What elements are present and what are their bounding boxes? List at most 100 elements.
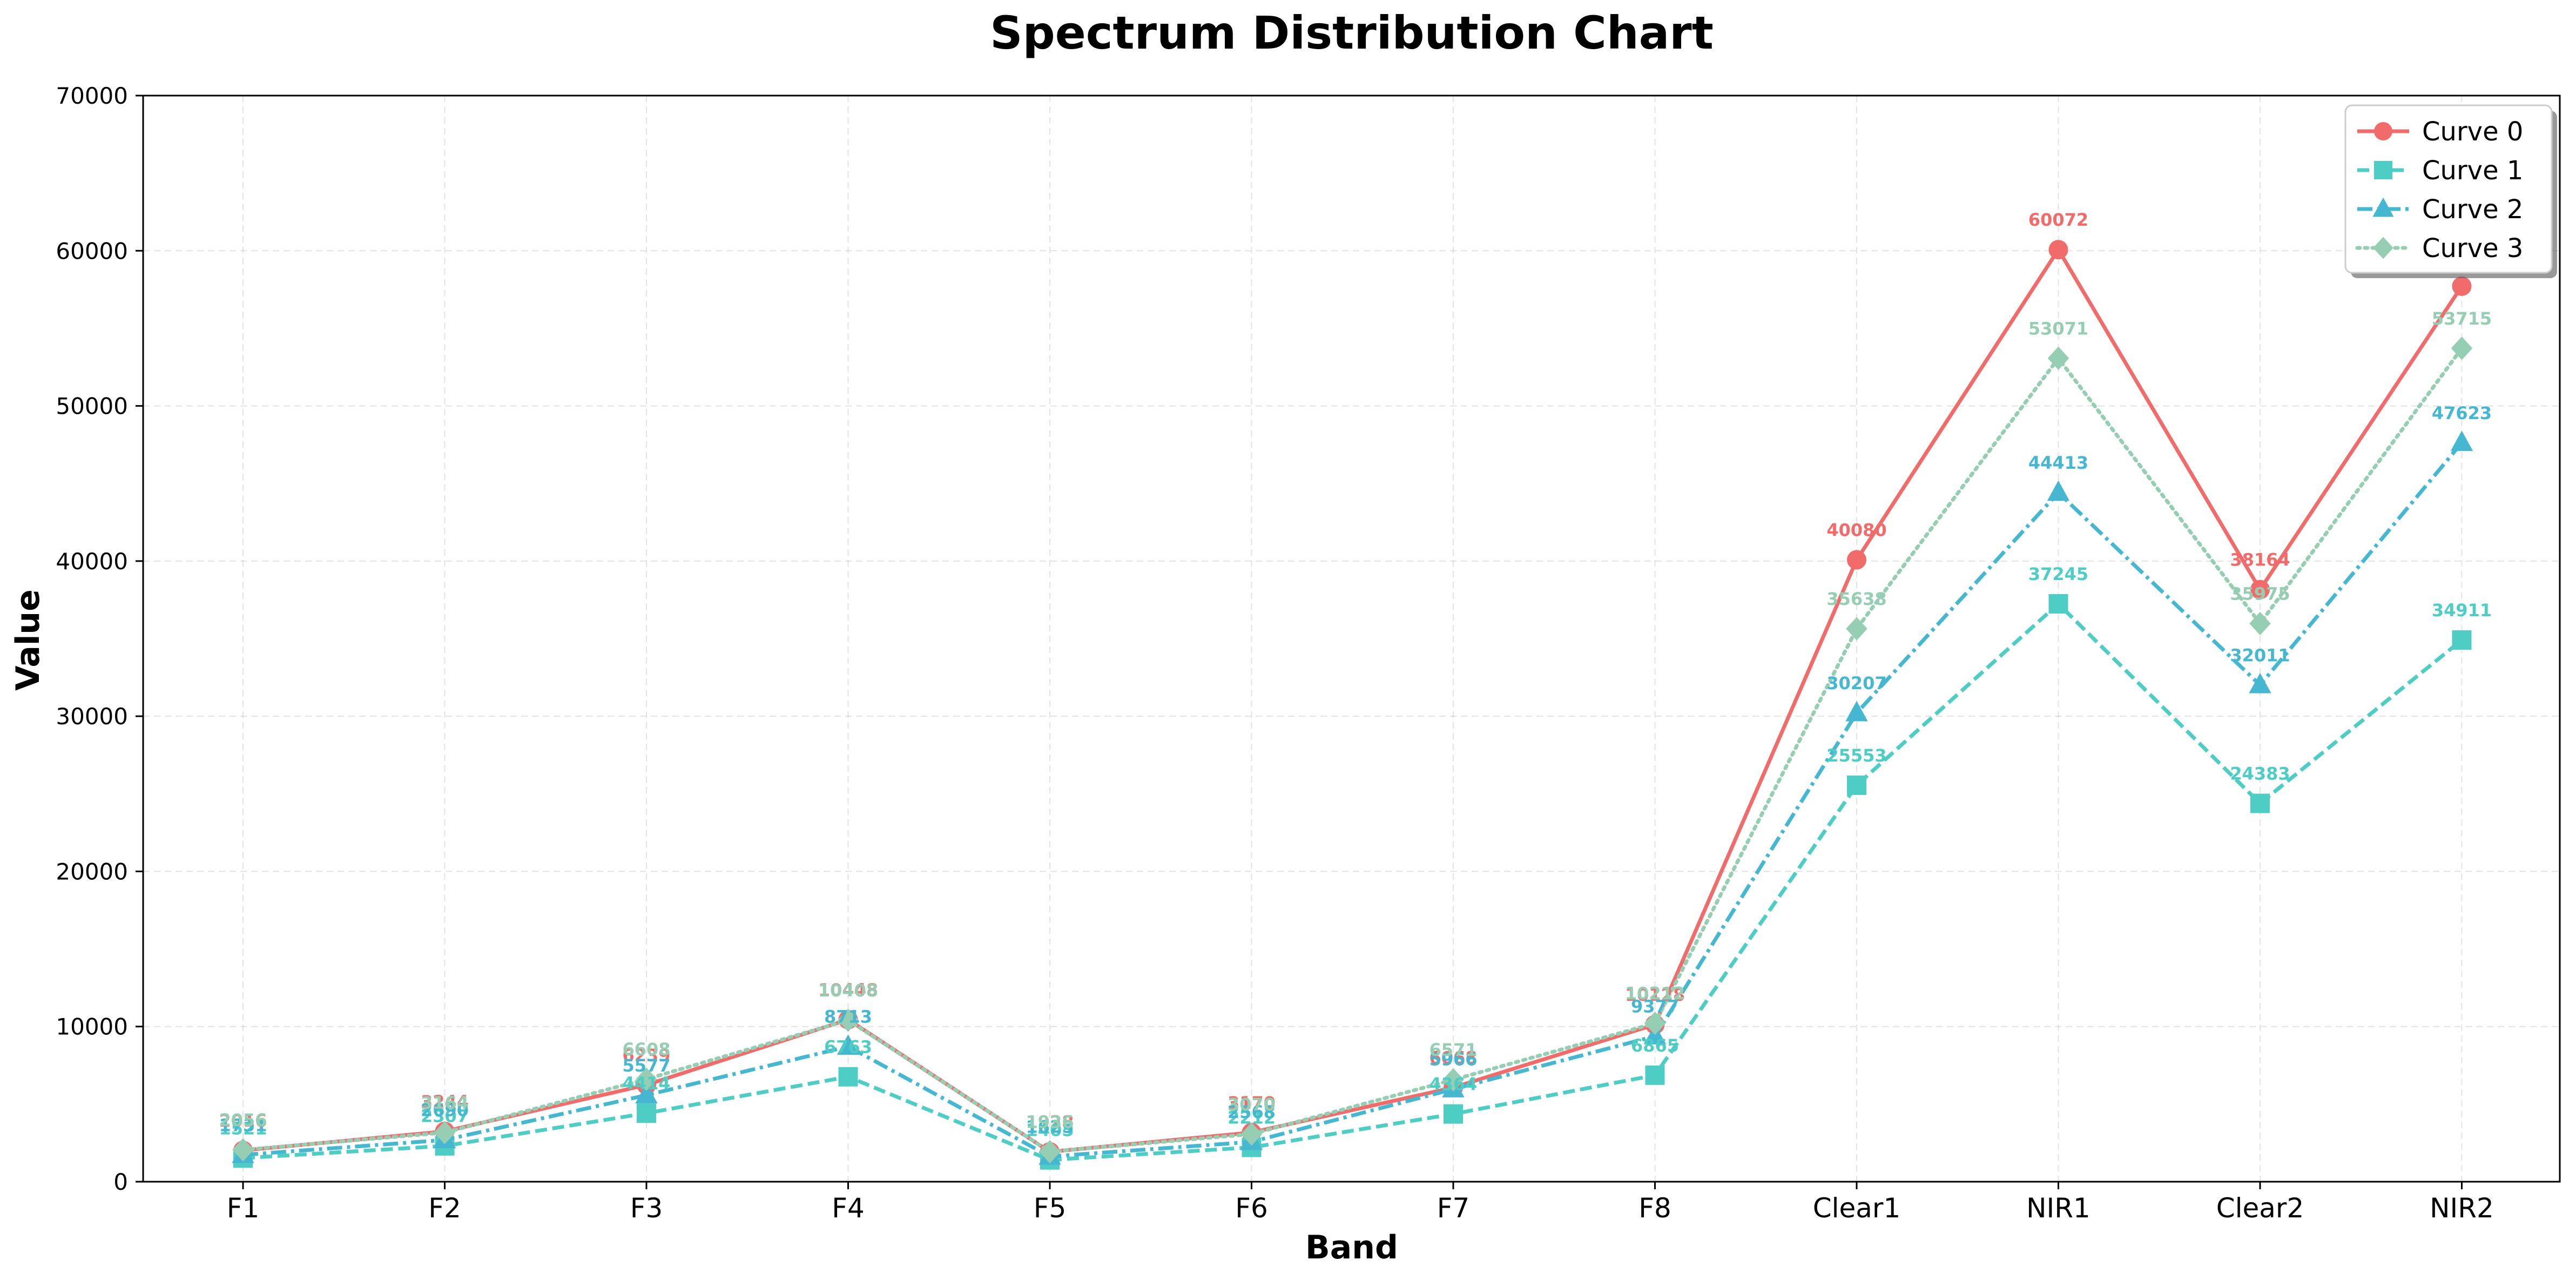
data-point-3-3 <box>837 1008 859 1032</box>
data-label-0-3: 10448 <box>818 980 878 1000</box>
legend-label-3: Curve 3 <box>2422 233 2523 264</box>
data-point-2-10 <box>2249 672 2271 693</box>
data-label-3-11: 53715 <box>2432 308 2492 329</box>
series-2 <box>232 430 2473 1165</box>
data-label-1-0: 1521 <box>219 1118 267 1138</box>
series-line-2 <box>242 441 2464 1158</box>
data-label-3-6: 6571 <box>1429 1040 1477 1060</box>
series-line-0 <box>242 247 2464 1154</box>
data-label-0-2: 6239 <box>622 1045 670 1066</box>
data-label-0-4: 1928 <box>1026 1112 1074 1133</box>
legend-marker-1 <box>2374 161 2392 179</box>
data-label-2-10: 32011 <box>2230 645 2290 665</box>
x-tick-label: NIR2 <box>2430 1193 2494 1224</box>
data-label-3-0: 2056 <box>219 1110 267 1130</box>
chart-title: Spectrum Distribution Chart <box>990 6 1714 59</box>
data-label-3-1: 3164 <box>421 1093 469 1113</box>
data-label-2-1: 2690 <box>421 1100 469 1121</box>
data-point-3-10 <box>2249 611 2271 636</box>
data-label-1-11: 34911 <box>2432 600 2492 621</box>
data-label-0-6: 6068 <box>1429 1048 1477 1068</box>
data-label-0-5: 3170 <box>1228 1093 1276 1113</box>
x-tick-label: Clear2 <box>2216 1193 2304 1224</box>
data-label-3-4: 1936 <box>1026 1111 1074 1132</box>
data-label-3-9: 53071 <box>2028 318 2088 339</box>
data-label-0-10: 38164 <box>2230 550 2290 570</box>
data-point-0-9 <box>2048 240 2068 260</box>
legend-marker-3 <box>2373 237 2393 259</box>
x-tick-label: NIR1 <box>2026 1193 2091 1224</box>
data-point-1-6 <box>1444 1104 1463 1124</box>
data-point-2-2 <box>635 1083 658 1104</box>
data-label-2-3: 8713 <box>824 1007 872 1027</box>
data-label-1-6: 4364 <box>1429 1074 1477 1095</box>
x-tick-label: F1 <box>227 1193 260 1224</box>
data-point-3-6 <box>1442 1068 1464 1092</box>
data-point-1-3 <box>838 1067 858 1087</box>
x-tick-label: Clear1 <box>1813 1193 1901 1224</box>
data-label-0-8: 40080 <box>1826 520 1886 541</box>
y-tick-label: 60000 <box>56 238 128 264</box>
data-label-0-7: 10128 <box>1625 985 1685 1005</box>
data-label-3-10: 35975 <box>2230 583 2290 604</box>
data-label-2-5: 2568 <box>1228 1102 1276 1122</box>
x-tick-label: F8 <box>1638 1193 1671 1224</box>
legend-marker-0 <box>2374 122 2392 140</box>
x-tick-label: F2 <box>428 1193 461 1224</box>
series-line-1 <box>242 602 2463 1162</box>
x-tick-label: F4 <box>832 1193 865 1224</box>
data-point-3-5 <box>1240 1122 1263 1146</box>
y-axis-label: Value <box>9 589 47 691</box>
y-tick-label: 10000 <box>56 1014 128 1040</box>
legend-box <box>2344 104 2553 274</box>
data-point-3-4 <box>1039 1140 1061 1163</box>
data-label-1-7: 6865 <box>1631 1035 1679 1056</box>
data-point-1-8 <box>1847 775 1866 795</box>
data-point-1-7 <box>1645 1065 1665 1085</box>
legend-label-2: Curve 2 <box>2422 194 2523 225</box>
y-tick-label: 70000 <box>56 83 128 109</box>
data-point-1-2 <box>637 1103 656 1123</box>
y-tick-label: 30000 <box>56 703 128 730</box>
data-point-1-9 <box>2048 594 2068 614</box>
x-axis-label: Band <box>1305 1229 1398 1266</box>
data-label-1-4: 1405 <box>1026 1120 1074 1141</box>
axes-layer: 0 10000 20000 30000 40000 50000 60000 70000 F1 F2… <box>56 83 2561 1224</box>
data-label-3-5: 3070 <box>1228 1094 1276 1115</box>
series-layer <box>232 240 2473 1170</box>
data-label-2-6: 5966 <box>1429 1049 1477 1070</box>
data-point-3-8 <box>1846 617 1867 641</box>
legend-label-0: Curve 0 <box>2422 117 2523 147</box>
data-point-1-10 <box>2250 793 2270 813</box>
data-point-3-7 <box>1644 1012 1666 1035</box>
y-tick-label: 50000 <box>56 393 128 420</box>
x-tick-label: F3 <box>630 1193 663 1224</box>
y-tick-label: 40000 <box>56 548 128 575</box>
legend-label-1: Curve 1 <box>2422 156 2523 186</box>
data-point-3-11 <box>2451 336 2473 360</box>
data-label-3-8: 35638 <box>1826 589 1886 609</box>
data-label-0-0: 2016 <box>219 1110 267 1131</box>
series-1 <box>233 594 2472 1170</box>
data-point-0-8 <box>1847 550 1866 570</box>
grid-layer <box>143 95 2560 1182</box>
data-point-2-11 <box>2450 430 2473 452</box>
data-label-1-10: 24383 <box>2230 764 2290 784</box>
data-labels-layer: 2016 3244 6239 10448 1928 3170 6068 10128 40080 6… <box>219 210 2492 1140</box>
data-point-2-8 <box>1845 700 1868 722</box>
y-tick-label: 20000 <box>56 858 128 885</box>
data-point-2-9 <box>2047 480 2070 501</box>
data-point-0-11 <box>2452 276 2472 296</box>
data-label-2-0: 1731 <box>219 1115 267 1135</box>
data-label-1-9: 37245 <box>2028 564 2088 584</box>
data-point-3-9 <box>2047 346 2069 370</box>
data-label-2-4: 1625 <box>1026 1116 1074 1137</box>
data-label-3-7: 10212 <box>1625 983 1685 1004</box>
x-tick-label: F7 <box>1437 1193 1470 1224</box>
legend-marker-2 <box>2372 197 2394 217</box>
series-0 <box>233 240 2472 1162</box>
data-label-2-2: 5577 <box>622 1055 670 1076</box>
data-label-1-5: 2212 <box>1228 1107 1276 1128</box>
data-label-2-7: 9377 <box>1631 996 1679 1017</box>
